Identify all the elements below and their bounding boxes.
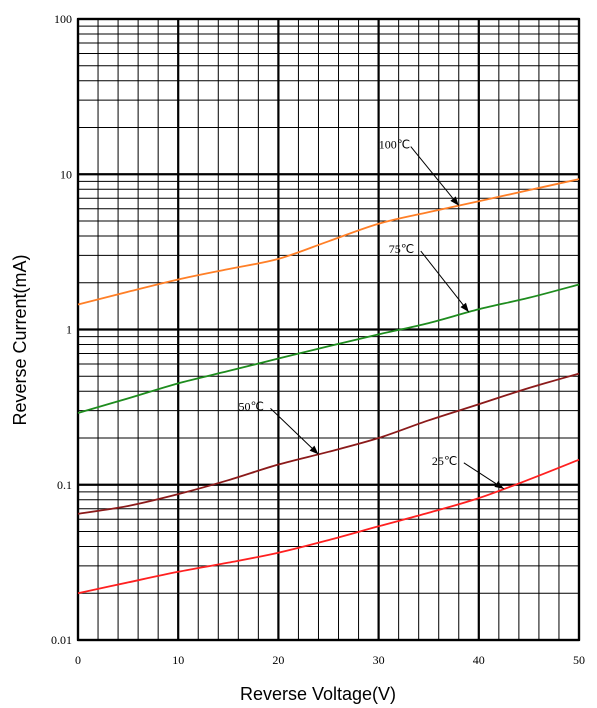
y-tick-label: 10 bbox=[60, 167, 72, 181]
y-axis-title: Reverse Current(mA) bbox=[10, 254, 30, 425]
series-line-3 bbox=[77, 458, 580, 595]
annotation-arrowhead bbox=[460, 302, 469, 313]
series-annotation-label: 100℃ bbox=[379, 138, 410, 152]
series-annotation-label: 50℃ bbox=[238, 399, 263, 413]
y-tick-label: 0.1 bbox=[57, 478, 72, 492]
y-tick-label: 100 bbox=[54, 12, 72, 26]
x-tick-label: 50 bbox=[573, 653, 585, 667]
x-tick-labels: 0 10 20 30 40 50 bbox=[75, 653, 585, 667]
y-tick-label: 0.01 bbox=[51, 633, 72, 647]
x-tick-label: 20 bbox=[272, 653, 284, 667]
annotation-arrow-line bbox=[270, 407, 319, 455]
plot-grid bbox=[76, 17, 581, 642]
series-line-1 bbox=[77, 283, 580, 414]
x-tick-label: 40 bbox=[473, 653, 485, 667]
x-tick-label: 0 bbox=[75, 653, 81, 667]
series-annotation-label: 75℃ bbox=[389, 242, 414, 256]
annotation-arrowhead bbox=[494, 481, 504, 489]
y-tick-labels: 0.01 0.1 1 10 100 bbox=[51, 12, 72, 647]
series-line-0 bbox=[77, 178, 580, 306]
series-layer bbox=[77, 178, 580, 595]
annotation-layer: 100℃ 75℃ 50℃ 25℃ bbox=[238, 138, 505, 490]
annotation-arrowhead bbox=[309, 445, 319, 455]
series-annotation-label: 25℃ bbox=[432, 454, 457, 468]
annotation-arrow-line bbox=[410, 146, 460, 206]
annotation-arrow-line bbox=[420, 250, 470, 313]
annotation-arrowhead bbox=[450, 196, 459, 206]
plot-frame bbox=[76, 17, 581, 642]
x-axis-title: Reverse Voltage(V) bbox=[240, 684, 396, 704]
series-line-2 bbox=[77, 372, 580, 515]
y-tick-label: 1 bbox=[66, 323, 72, 337]
x-tick-label: 30 bbox=[373, 653, 385, 667]
x-tick-label: 10 bbox=[172, 653, 184, 667]
